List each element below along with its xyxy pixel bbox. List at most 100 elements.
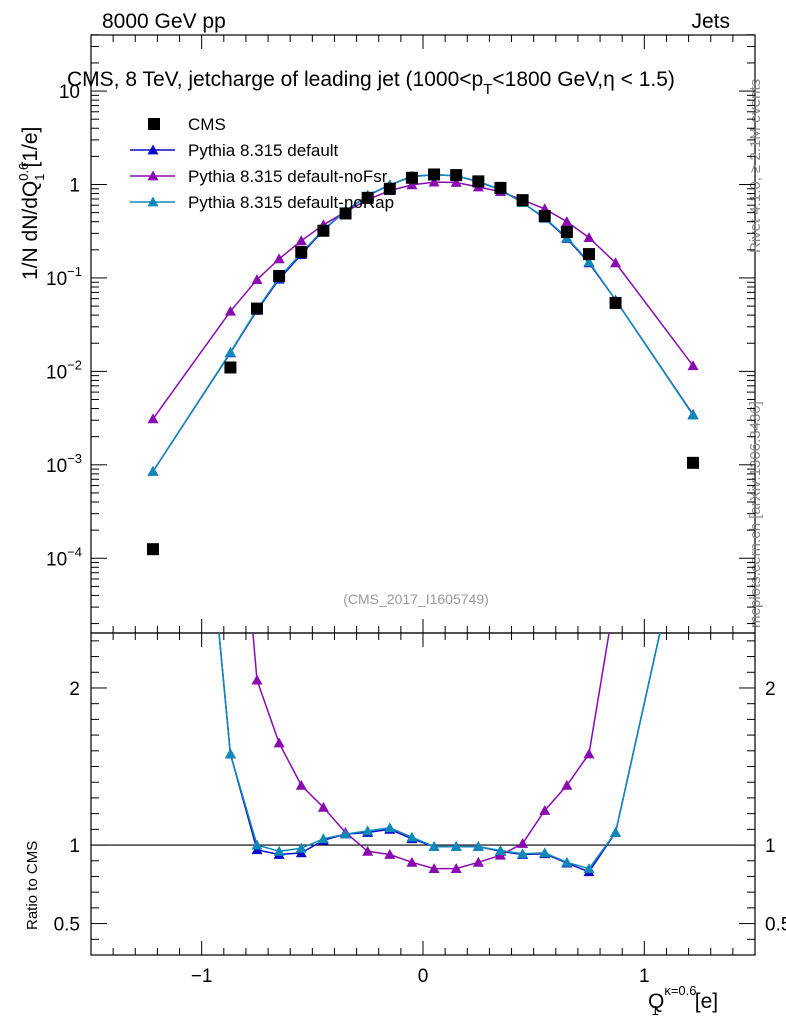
main-y-axis-label: 1/N dN/dQ0.61[1/e] (16, 127, 47, 280)
x-axis-label: Qκ=0.6 1 [e] (648, 983, 718, 1018)
x-tick-label: −1 (191, 966, 213, 987)
legend-marker-cms (148, 118, 160, 130)
series-line (152, 174, 694, 472)
ratio-marker (295, 842, 307, 853)
series-marker (224, 346, 236, 357)
ratio-y-axis-label: Ratio to CMS (24, 841, 41, 930)
data-point (494, 181, 507, 194)
main-y-tick-label: 10−3 (46, 451, 82, 477)
series-marker (406, 179, 418, 190)
ratio-y-tick-label-right: 0.5 (765, 915, 786, 936)
x-tick-label: 0 (418, 966, 429, 987)
main-y-tick-label: 10−2 (46, 357, 82, 383)
ratio-marker (295, 779, 307, 790)
data-point (609, 296, 622, 309)
series-line (152, 181, 694, 420)
series-marker (583, 232, 595, 243)
data-point (146, 543, 159, 556)
data-point (317, 224, 330, 237)
ratio-marker (273, 737, 285, 748)
ratio-marker (688, 478, 699, 488)
main-y-tick-label: 1 (69, 176, 80, 197)
ratio-marker (610, 588, 621, 598)
ratio-marker (561, 856, 573, 867)
ratio-marker (384, 848, 396, 859)
series-marker (583, 256, 595, 267)
legend: CMS Pythia 8.315 default Pythia 8.315 defa… (130, 115, 394, 212)
ratio-y-tick-label: 0.5 (54, 915, 80, 936)
series-marker (147, 465, 159, 476)
legend-marker (147, 196, 159, 207)
ratio-line (218, 633, 661, 870)
legend-marker (147, 170, 159, 181)
data-point (450, 169, 463, 182)
data-point (295, 245, 308, 258)
data-point (251, 302, 263, 315)
main-series-group (146, 168, 700, 556)
ratio-marker (472, 856, 484, 867)
ratio-marker (539, 804, 551, 815)
ratio-y-tick-label-right: 2 (765, 679, 776, 700)
legend-label: Pythia 8.315 default (188, 141, 339, 160)
rivet-label: Rivet 4.1.0, ≥ 2.1M events (747, 79, 764, 253)
data-point (472, 175, 485, 188)
ratio-y-tick-label: 2 (69, 679, 80, 700)
ratio-marker (224, 748, 236, 759)
ratio-y-tick-label: 1 (69, 836, 80, 857)
plot-title: CMS, 8 TeV, jetcharge of leading jet (10… (67, 68, 675, 98)
series-marker (224, 305, 236, 316)
ratio-marker (472, 841, 484, 852)
main-axis-ticks: 10 1 10−1 10−2 10−3 10−4 (46, 34, 756, 633)
ratio-marker (583, 863, 595, 874)
data-point (383, 182, 396, 195)
legend-label: Pythia 8.315 default-noRap (188, 193, 394, 212)
series-marker (561, 216, 573, 227)
legend-label-cms: CMS (188, 115, 226, 134)
ratio-marker (273, 845, 285, 856)
ratio-marker (384, 822, 396, 833)
data-point (560, 226, 573, 239)
series-marker (428, 176, 440, 187)
ratio-line (252, 633, 610, 870)
data-point (583, 248, 595, 261)
ratio-marker (494, 845, 506, 855)
ratio-marker (362, 845, 374, 856)
data-point (687, 456, 700, 469)
data-point (538, 210, 551, 223)
ratio-marker (317, 801, 329, 812)
ratio-marker (251, 839, 263, 850)
analysis-watermark: (CMS_2017_I1605749) (343, 591, 489, 607)
x-tick-label: 1 (639, 966, 650, 987)
header-right: Jets (691, 10, 730, 33)
legend-marker (147, 144, 159, 155)
ratio-marker (450, 863, 462, 874)
ratio-marker (610, 826, 622, 837)
ratio-marker (517, 848, 529, 859)
ratio-series-group (218, 478, 699, 877)
ratio-y-tick-label-right: 1 (765, 836, 776, 857)
data-point (339, 207, 352, 220)
header-left: 8000 GeV pp (102, 10, 226, 33)
series-marker (687, 360, 699, 371)
series-marker (687, 409, 699, 420)
data-point (273, 269, 286, 282)
ratio-marker (561, 779, 573, 790)
main-y-tick-label: 10−1 (46, 264, 82, 290)
ratio-marker (406, 831, 418, 842)
ratio-panel-frame (90, 632, 756, 956)
series-marker (450, 177, 462, 187)
ratio-marker (428, 863, 440, 874)
main-y-tick-label: 10 (59, 82, 80, 103)
data-point (516, 194, 529, 207)
data-point (405, 171, 418, 184)
ratio-marker (517, 837, 529, 848)
ratio-marker (428, 841, 440, 852)
main-y-tick-label: 10−4 (46, 544, 82, 570)
series-line (152, 174, 694, 472)
series-marker (610, 257, 622, 268)
mcplots-label: mcplots.cern.ch [arXiv:1306.3436] (747, 401, 764, 628)
ratio-marker (539, 847, 551, 858)
ratio-marker (340, 828, 352, 839)
data-point (224, 361, 237, 374)
